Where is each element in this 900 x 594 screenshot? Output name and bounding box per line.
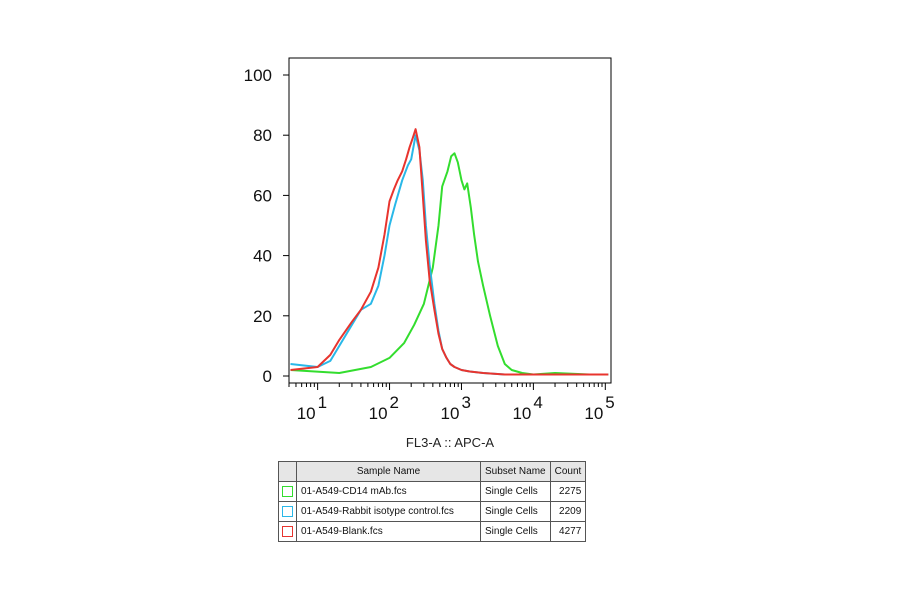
y-tick-label: 0	[263, 367, 272, 386]
y-tick-label: 20	[253, 307, 272, 326]
legend-swatch-cell	[278, 521, 297, 542]
y-tick-label: 40	[253, 247, 272, 266]
series-color-swatch	[282, 505, 293, 517]
legend-header-swatch	[278, 461, 297, 482]
x-tick-exponent: 5	[605, 393, 614, 412]
legend-swatch-cell	[278, 481, 297, 502]
y-axis: 0 20 40 60 80 100	[244, 66, 289, 386]
x-tick-exponent: 2	[390, 393, 399, 412]
legend-subset-name: Single Cells	[480, 501, 551, 522]
legend-count: 2209	[549, 501, 587, 522]
legend-header-count: Count	[549, 461, 587, 482]
series-line-3	[290, 128, 609, 376]
x-tick-base: 10	[441, 404, 460, 423]
x-axis-title: FL3-A :: APC-A	[406, 435, 494, 450]
series-layer	[290, 128, 609, 376]
legend-header-sample: Sample Name	[296, 461, 481, 482]
sample-legend-table: Sample Name Subset Name Count 01-A549-CD…	[278, 461, 587, 542]
legend-count: 4277	[549, 521, 587, 542]
legend-count: 2275	[549, 481, 587, 502]
x-tick-base: 10	[584, 404, 603, 423]
legend-sample-name: 01-A549-CD14 mAb.fcs	[296, 481, 481, 502]
legend-row: 01-A549-Rabbit isotype control.fcs Singl…	[278, 501, 587, 522]
legend-sample-name: 01-A549-Blank.fcs	[296, 521, 481, 542]
x-tick-base: 10	[369, 404, 388, 423]
x-tick-exponent: 3	[461, 393, 470, 412]
legend-swatch-cell	[278, 501, 297, 522]
y-tick-label: 60	[253, 186, 272, 205]
legend-subset-name: Single Cells	[480, 481, 551, 502]
x-tick-exponent: 1	[318, 393, 327, 412]
legend-row: 01-A549-Blank.fcs Single Cells 4277	[278, 521, 587, 542]
legend-subset-name: Single Cells	[480, 521, 551, 542]
legend-header-row: Sample Name Subset Name Count	[278, 461, 587, 482]
plot-frame	[288, 57, 612, 384]
legend-row: 01-A549-CD14 mAb.fcs Single Cells 2275	[278, 481, 587, 502]
x-tick-exponent: 4	[533, 393, 542, 412]
series-line-1	[290, 152, 609, 376]
x-tick-base: 10	[512, 404, 531, 423]
y-tick-label: 100	[244, 66, 272, 85]
series-color-swatch	[282, 485, 293, 497]
x-tick-base: 10	[297, 404, 316, 423]
legend-header-subset: Subset Name	[480, 461, 551, 482]
legend-sample-name: 01-A549-Rabbit isotype control.fcs	[296, 501, 481, 522]
y-tick-label: 80	[253, 126, 272, 145]
series-color-swatch	[282, 525, 293, 537]
